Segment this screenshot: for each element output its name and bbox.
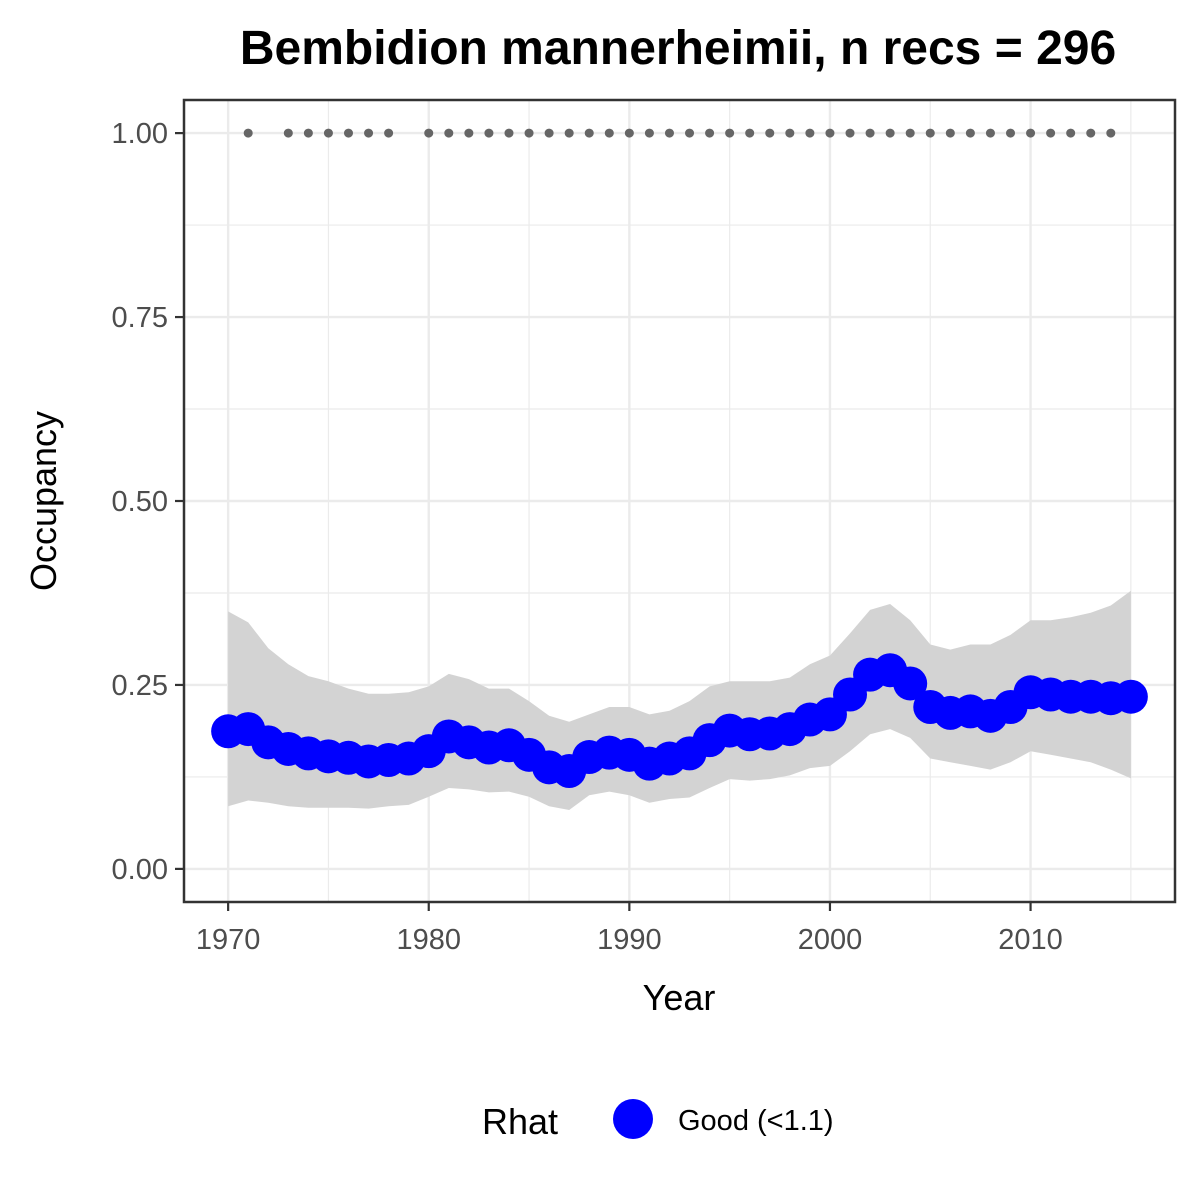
detection-point [1086, 128, 1096, 138]
detection-point [644, 128, 654, 138]
y-tick-label: 1.00 [112, 118, 168, 150]
chart-title: Bembidion mannerheimii, n recs = 296 [240, 22, 1116, 75]
detection-point [343, 128, 353, 138]
x-tick-label: 1990 [597, 924, 662, 956]
detection-point [1106, 128, 1116, 138]
y-tick-label: 0.75 [112, 302, 168, 334]
detection-point [564, 128, 574, 138]
detection-point [364, 128, 374, 138]
detection-point [865, 128, 875, 138]
legend: Rhat Good (<1.1) [482, 1099, 834, 1142]
detection-point [484, 128, 494, 138]
y-tick-label: 0.00 [112, 854, 168, 886]
legend-title: Rhat [482, 1101, 558, 1142]
legend-label-good: Good (<1.1) [678, 1105, 834, 1137]
occupancy-point [1113, 679, 1148, 714]
occupancy-points [211, 653, 1148, 789]
detection-point [745, 128, 755, 138]
detection-point [805, 128, 815, 138]
detection-point [1046, 128, 1056, 138]
detection-point [685, 128, 695, 138]
x-tick-label: 2000 [798, 924, 863, 956]
x-axis-title: Year [643, 977, 716, 1018]
detection-point [624, 128, 634, 138]
detection-point [845, 128, 855, 138]
y-tick-label: 0.25 [112, 670, 168, 702]
y-axis-title: Occupancy [23, 411, 64, 591]
detection-point [504, 128, 514, 138]
detection-point [444, 128, 454, 138]
x-tick-label: 1970 [196, 924, 261, 956]
x-tick-label: 2010 [998, 924, 1063, 956]
detection-point [524, 128, 534, 138]
x-tick-label: 1980 [396, 924, 461, 956]
detection-point [243, 128, 253, 138]
detection-point [905, 128, 915, 138]
occupancy-point [893, 666, 928, 701]
detection-point [323, 128, 333, 138]
detection-point [825, 128, 835, 138]
detection-point [1066, 128, 1076, 138]
detection-point [925, 128, 935, 138]
confidence-ribbon [228, 590, 1131, 810]
detection-point [544, 128, 554, 138]
detection-point [283, 128, 293, 138]
detection-point [464, 128, 474, 138]
detection-point [303, 128, 313, 138]
detection-point [384, 128, 394, 138]
detection-points [243, 128, 1116, 138]
x-axis: 1970 1980 1990 2000 2010 [196, 902, 1063, 956]
detection-point [705, 128, 715, 138]
detection-point [945, 128, 955, 138]
detection-point [604, 128, 614, 138]
detection-point [965, 128, 975, 138]
legend-key-good [613, 1099, 653, 1139]
detection-point [765, 128, 775, 138]
detection-point [785, 128, 795, 138]
detection-point [664, 128, 674, 138]
detection-point [424, 128, 434, 138]
detection-point [1006, 128, 1016, 138]
detection-point [725, 128, 735, 138]
detection-point [584, 128, 594, 138]
detection-point [1026, 128, 1036, 138]
detection-point [985, 128, 995, 138]
y-axis: 0.00 0.25 0.50 0.75 1.00 [112, 118, 184, 886]
detection-point [885, 128, 895, 138]
y-tick-label: 0.50 [112, 486, 168, 518]
